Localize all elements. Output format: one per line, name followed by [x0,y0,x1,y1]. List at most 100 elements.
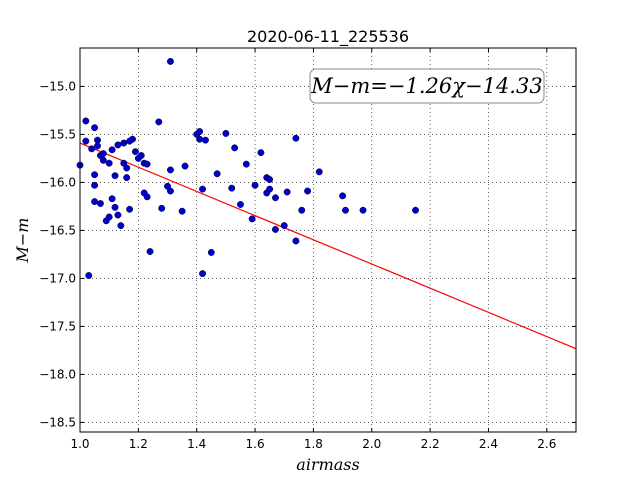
data-point [304,187,312,195]
data-point [117,222,125,230]
data-point [166,187,174,195]
data-point [242,160,250,168]
y-tick-label: −18.0 [39,367,76,381]
data-point [166,166,174,174]
data-point [143,160,151,168]
fit-line [79,142,577,350]
data-point [228,184,236,192]
data-point [143,193,151,201]
data-point [315,168,323,176]
grid-layer [79,48,576,432]
data-point [266,185,274,193]
y-tick-label: −15.5 [39,127,76,141]
data-point [213,170,221,178]
x-tick-label: 2.2 [421,437,440,451]
data-point [111,172,119,180]
data-point [105,159,113,167]
data-point [94,136,101,144]
data-point [96,200,104,207]
data-point [99,156,107,164]
data-point [94,142,101,150]
x-tick-label: 1.4 [187,437,206,451]
y-tick-label: −16.0 [39,175,76,189]
x-tick-label: 1.2 [129,437,148,451]
data-point [108,146,116,154]
data-point [123,174,131,182]
y-tick-label: −15.0 [39,79,76,93]
data-point [196,135,204,143]
data-point [88,145,96,153]
data-point [359,206,367,214]
data-point [91,171,99,179]
data-point [155,118,163,126]
data-point [202,136,209,144]
x-tick-label: 2.4 [479,437,498,451]
data-point [178,207,186,215]
equation-annotation: M−m=−1.26χ−14.33 [309,68,545,104]
data-point [412,206,419,214]
data-point [99,150,107,158]
data-point [85,272,93,279]
points-layer [76,57,419,279]
data-point [207,249,215,256]
plot-frame [79,47,577,433]
x-tick-label: 1.6 [246,437,265,451]
data-point [292,237,300,245]
data-point [251,181,259,189]
data-point [166,57,174,65]
data-point [280,222,288,230]
y-tick-labels: −15.0 −15.5 −16.0 −16.5 −17.0 −17.5 −18.0 −18.5 [39,79,76,429]
data-point [283,188,291,196]
y-tick-label: −17.0 [39,271,76,285]
data-point [137,152,145,159]
data-point [199,270,206,278]
data-point [222,129,230,137]
data-point [82,117,90,125]
x-axis-label: airmass [296,455,359,474]
data-point [158,204,166,212]
data-point [181,162,189,170]
data-point [91,198,99,206]
y-tick-label: −17.5 [39,319,76,333]
data-point [292,134,300,142]
annotation-text: M−m=−1.26χ−14.33 [310,74,542,98]
data-point [111,203,119,211]
data-point [114,141,122,149]
data-point [120,139,128,147]
data-point [266,176,274,183]
data-point [231,144,239,152]
y-axis-label: M−m [13,218,32,264]
data-point [272,225,279,233]
data-point [237,201,244,208]
x-tick-label: 1.8 [304,437,323,451]
data-point [114,211,122,219]
chart-title: 2020-06-11_225536 [247,27,409,47]
data-point [272,194,279,202]
x-tick-labels: 1.0 1.2 1.4 1.6 1.8 2.0 2.2 2.4 2.6 [70,437,556,451]
data-point [129,135,136,143]
data-point [91,124,99,132]
data-point [199,185,206,193]
fit-line-layer [79,142,577,350]
x-tick-label: 1.0 [70,437,89,451]
y-tick-label: −18.5 [39,415,76,429]
data-point [298,206,306,214]
x-tick-label: 2.0 [362,437,381,451]
data-point [248,215,256,223]
data-point [91,181,99,189]
data-point [342,206,349,214]
x-tick-label: 2.6 [537,437,556,451]
data-point [123,164,131,172]
plot-area [80,48,576,432]
ticks-layer [79,48,576,432]
data-point [126,205,134,213]
data-point [257,149,265,157]
data-point [108,195,116,203]
data-point [82,137,90,145]
annotation-box [309,68,545,104]
data-point [339,192,347,200]
data-point [105,213,113,221]
y-tick-label: −16.5 [39,223,76,237]
data-point [146,248,154,255]
